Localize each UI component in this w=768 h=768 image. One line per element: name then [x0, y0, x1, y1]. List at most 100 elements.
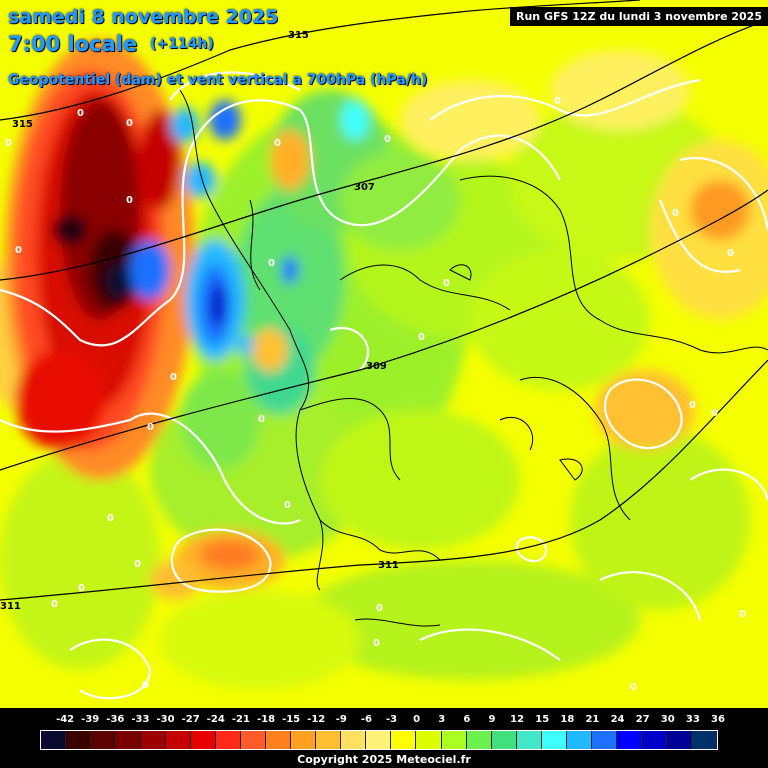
- legend-ticks: -42 -39 -36 -33 -30 -27 -24 -21 -18 -15 -12 -9 -6 -3 0…: [40, 714, 725, 728]
- legend-tick-label: -36: [106, 714, 125, 725]
- zero-label: 0: [443, 278, 450, 289]
- zero-label: 0: [630, 682, 637, 693]
- legend-swatch: [591, 731, 617, 749]
- zero-label: 0: [126, 118, 133, 129]
- zero-label: 0: [258, 414, 265, 425]
- legend-swatch: [516, 731, 542, 749]
- coastlines: [179, 89, 768, 627]
- legend-tick-label: -3: [385, 714, 398, 725]
- zero-label: 0: [78, 583, 85, 594]
- zero-label: 0: [554, 96, 561, 107]
- isohypse-label: 311: [0, 601, 21, 612]
- geopotential-labels: 315 315 307 309 311 311: [0, 30, 399, 612]
- legend-tick-label: 36: [711, 714, 725, 725]
- zero-label: 0: [147, 422, 154, 433]
- legend-swatch: [191, 731, 217, 749]
- legend-tick-label: 27: [635, 714, 650, 725]
- legend-swatch: [691, 731, 717, 749]
- legend-swatch: [566, 731, 592, 749]
- legend-tick-label: -12: [307, 714, 326, 725]
- legend-tick-label: -42: [56, 714, 75, 725]
- zero-label: 0: [711, 408, 718, 419]
- legend-swatch: [216, 731, 242, 749]
- legend-tick-label: 15: [535, 714, 550, 725]
- isohypse-label: 315: [288, 30, 309, 41]
- zero-label: 0: [51, 599, 58, 610]
- legend-tick-label: -9: [335, 714, 347, 725]
- legend-swatch: [541, 731, 567, 749]
- legend-tick-label: -27: [181, 714, 200, 725]
- zero-contours: [0, 71, 768, 700]
- legend-swatch: [341, 731, 367, 749]
- legend-swatch: [266, 731, 292, 749]
- legend-swatch: [166, 731, 192, 749]
- zero-label: 0: [126, 195, 133, 206]
- legend-tick-label: -18: [256, 714, 276, 725]
- legend-tick-label: 9: [488, 714, 496, 725]
- zero-label: 0: [384, 134, 391, 145]
- legend-tick-label: -24: [206, 714, 225, 725]
- legend-swatch: [41, 731, 67, 749]
- zero-label: 0: [418, 332, 425, 343]
- legend-swatch: [141, 731, 167, 749]
- forecast-lead-time: (+114h): [150, 36, 214, 52]
- forecast-date: samedi 8 novembre 2025: [8, 6, 279, 28]
- zero-label: 0: [376, 603, 383, 614]
- isohypse-label: 311: [378, 560, 399, 571]
- legend-swatch: [416, 731, 442, 749]
- zero-label: 0: [134, 559, 141, 570]
- legend-swatch: [91, 731, 117, 749]
- legend-swatch: [241, 731, 267, 749]
- legend-swatch: [116, 731, 142, 749]
- legend-swatch: [641, 731, 667, 749]
- legend-swatch: [441, 731, 467, 749]
- legend-tick-label: -15: [282, 714, 301, 725]
- legend-tick-label: 21: [585, 714, 600, 725]
- legend-tick-label: -30: [156, 714, 175, 725]
- legend-swatch: [366, 731, 392, 749]
- legend-tick-label: 33: [685, 714, 700, 725]
- legend-tick-label: -21: [231, 714, 250, 725]
- legend-swatch: [316, 731, 342, 749]
- legend-tick-label: -39: [81, 714, 100, 725]
- geopotential-lines: [0, 0, 768, 601]
- zero-label: 0: [727, 248, 734, 259]
- isohypse-label: 309: [366, 361, 387, 372]
- run-info: Run GFS 12Z du lundi 3 novembre 2025: [510, 7, 768, 26]
- legend-tick-label: -6: [360, 714, 372, 725]
- legend-tick-label: 30: [660, 714, 675, 725]
- legend-tick-label: 3: [438, 714, 446, 725]
- zero-label: 0: [5, 138, 12, 149]
- zero-label: 0: [15, 245, 22, 256]
- legend-tick-label: 6: [463, 714, 471, 725]
- forecast-time: 7:00 locale: [8, 32, 138, 56]
- legend-tick-label: 24: [610, 714, 625, 725]
- zero-label: 0: [672, 208, 679, 219]
- legend-swatch: [391, 731, 417, 749]
- zero-label: 0: [689, 400, 696, 411]
- legend-swatch: [616, 731, 642, 749]
- legend-swatch: [666, 731, 692, 749]
- zero-label: 0: [373, 638, 380, 649]
- zero-label: 0: [77, 108, 84, 119]
- legend-tick-label: 18: [560, 714, 575, 725]
- legend-swatch: [66, 731, 92, 749]
- legend-tick-label: 12: [510, 714, 525, 725]
- zero-labels: 0 0 0 0 0 0 0 0 0 0 0 0 0 0 0 0 0 0 0 0 …: [5, 96, 746, 693]
- zero-label: 0: [107, 513, 114, 524]
- legend-swatch: [491, 731, 517, 749]
- zero-label: 0: [142, 680, 149, 691]
- zero-label: 0: [268, 258, 275, 269]
- legend-tick-label: -33: [131, 714, 150, 725]
- legend-tick-label: 0: [413, 714, 421, 725]
- legend-color-scale: [40, 730, 718, 750]
- copyright-text: Copyright 2025 Meteociel.fr: [297, 753, 471, 766]
- legend-swatch: [291, 731, 317, 749]
- isohypse-label: 315: [12, 119, 33, 130]
- isohypse-label: 307: [354, 182, 375, 193]
- zero-label: 0: [274, 138, 281, 149]
- legend-swatch: [466, 731, 492, 749]
- zero-label: 0: [284, 500, 291, 511]
